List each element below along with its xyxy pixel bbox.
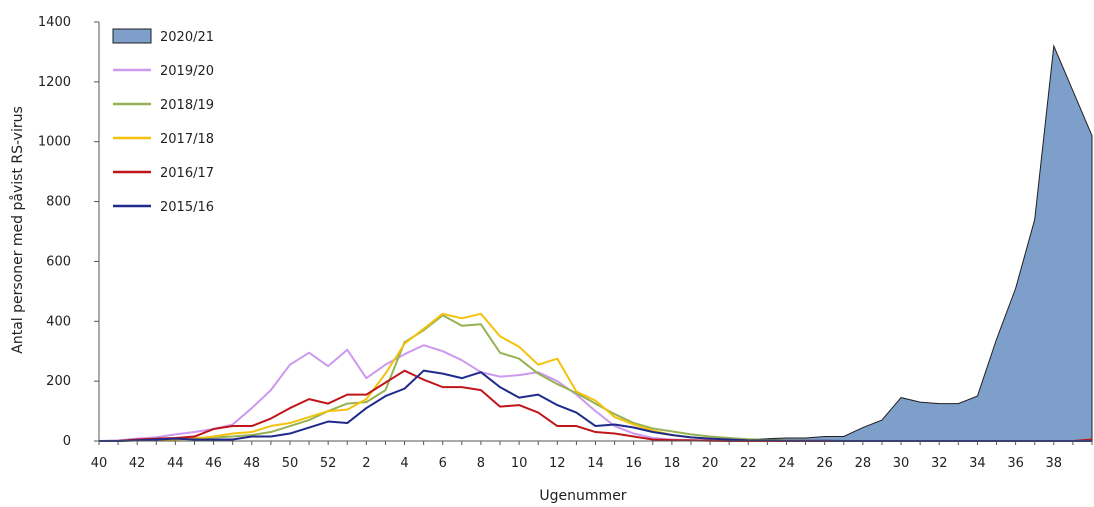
legend-label: 2015/16 — [160, 200, 214, 215]
x-tick-label: 6 — [439, 456, 447, 471]
x-tick-label: 28 — [855, 456, 872, 471]
axes — [94, 21, 1093, 445]
x-tick-label: 34 — [969, 456, 986, 471]
y-axis-title: Antal personer med påvist RS-virus — [9, 106, 26, 354]
x-tick-label: 10 — [511, 456, 528, 471]
area-series-layer — [99, 43, 1093, 442]
x-tick-label: 8 — [477, 456, 485, 471]
y-tick-labels: 0 200 400 600 800 1000 1200 1400 — [38, 15, 71, 449]
x-axis-title: Ugenummer — [539, 488, 626, 504]
y-tick-label: 1400 — [38, 15, 71, 30]
x-tick-label: 4 — [400, 456, 408, 471]
x-tick-label: 44 — [167, 456, 184, 471]
x-tick-label: 26 — [816, 456, 833, 471]
x-tick-label: 32 — [931, 456, 948, 471]
x-tick-label: 48 — [243, 456, 260, 471]
x-tick-label: 38 — [1046, 456, 1063, 471]
legend-label: 2016/17 — [160, 166, 214, 181]
legend: 2020/21 2019/20 2018/19 2017/18 2016/17 2015/… — [112, 28, 214, 215]
legend-label: 2020/21 — [160, 30, 214, 45]
series-area-2020/21 — [99, 43, 1093, 442]
legend-label: 2019/20 — [160, 64, 214, 79]
x-tick-label: 18 — [664, 456, 681, 471]
x-tick-label: 22 — [740, 456, 757, 471]
x-tick-label: 24 — [778, 456, 795, 471]
x-tick-label: 50 — [282, 456, 299, 471]
x-tick-label: 14 — [587, 456, 604, 471]
legend-label: 2017/18 — [160, 132, 214, 147]
x-tick-label: 36 — [1007, 456, 1024, 471]
y-tick-label: 600 — [46, 254, 71, 269]
x-tick-label: 12 — [549, 456, 566, 471]
y-tick-label: 0 — [63, 434, 71, 449]
y-tick-label: 1000 — [38, 135, 71, 150]
y-tick-label: 800 — [46, 195, 71, 210]
x-tick-label: 16 — [625, 456, 642, 471]
x-tick-label: 42 — [129, 456, 146, 471]
legend-swatch — [112, 28, 152, 44]
x-tick-label: 52 — [320, 456, 337, 471]
x-tick-label: 20 — [702, 456, 719, 471]
y-tick-label: 1200 — [38, 75, 71, 90]
y-tick-label: 200 — [46, 374, 71, 389]
legend-label: 2018/19 — [160, 98, 214, 113]
x-tick-labels: 40 42 44 46 48 50 52 2 4 6 8 10 12 14 16 18 20 22 24 26 28 30… — [91, 456, 1062, 471]
x-tick-label: 40 — [91, 456, 108, 471]
y-tick-label: 400 — [46, 314, 71, 329]
x-tick-label: 2 — [362, 456, 370, 471]
x-tick-label: 46 — [205, 456, 222, 471]
x-tick-label: 30 — [893, 456, 910, 471]
